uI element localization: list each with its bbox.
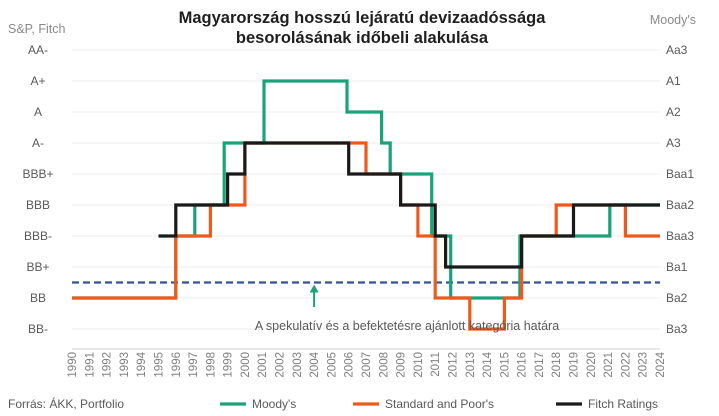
x-tick: 2011	[430, 352, 442, 377]
x-tick: 1999	[223, 352, 235, 378]
series-line	[158, 141, 660, 269]
x-tick: 1998	[205, 352, 217, 378]
x-tick: 2000	[240, 352, 252, 378]
x-tick: 2010	[413, 352, 425, 378]
chart-title-line2: besorolásának időbeli alakulása	[236, 29, 489, 47]
x-tick: 2004	[309, 351, 321, 377]
source-note: Forrás: ÁKK, Portfolio	[8, 396, 124, 411]
y-tick-left: BB+	[26, 260, 49, 274]
x-axis: 1990 1991 1992 1993 1994 1995 1996 1997 1998 1999…	[67, 348, 667, 378]
x-tick: 2021	[603, 352, 615, 378]
y-tick-right: Baa1	[666, 167, 694, 181]
x-tick: 2013	[465, 352, 477, 378]
y-tick-right: Ba1	[666, 260, 688, 274]
series-lines	[72, 79, 660, 331]
x-tick: 2014	[482, 351, 494, 377]
threshold-annotation: A spekulatív és a befektetésre ajánlott …	[255, 319, 559, 333]
threshold-group	[72, 281, 660, 307]
x-tick: 1991	[84, 352, 96, 378]
y-tick-left: BBB+	[22, 167, 53, 181]
right-y-axis: Aa3 A1 A2 A3 Baa1 Baa2 Baa3 Ba1 Ba2 Ba3	[666, 43, 694, 336]
x-tick: 2001	[257, 352, 269, 378]
x-tick: 2023	[638, 352, 650, 378]
y-tick-right: Ba2	[666, 291, 688, 305]
legend-label: Moody's	[252, 397, 296, 411]
x-tick: 1990	[67, 352, 79, 378]
legend-label: Fitch Ratings	[588, 397, 658, 411]
x-tick: 2008	[378, 352, 390, 378]
y-tick-left: A	[34, 105, 42, 119]
x-tick: 2006	[344, 352, 356, 378]
y-tick-left: AA-	[28, 43, 48, 57]
x-tick: 2020	[586, 352, 598, 378]
x-tick: 2003	[292, 352, 304, 378]
x-tick: 2018	[551, 352, 563, 378]
x-tick: 2019	[569, 352, 581, 378]
right-axis-caption: Moody's	[650, 13, 696, 27]
x-tick: 2007	[361, 352, 373, 378]
x-tick: 2024	[655, 351, 667, 377]
left-axis-caption: S&P, Fitch	[8, 22, 65, 36]
x-tick: 2022	[620, 352, 632, 378]
x-tick: 1995	[154, 352, 166, 378]
x-tick: 2016	[517, 352, 529, 378]
y-tick-right: A1	[666, 74, 681, 88]
x-tick: 2012	[448, 352, 460, 378]
y-tick-right: A2	[666, 105, 681, 119]
y-tick-right: Ba3	[666, 322, 688, 336]
x-tick: 1997	[188, 352, 200, 378]
y-tick-left: A+	[30, 74, 45, 88]
x-tick: 2009	[396, 352, 408, 378]
chart-title-line1: Magyarország hosszú lejáratú devizaadóss…	[179, 9, 547, 27]
legend-label: Standard and Poor's	[385, 397, 494, 411]
y-tick-left: A-	[32, 136, 44, 150]
legend: Moody's Standard and Poor's Fitch Ratings	[220, 397, 658, 411]
x-tick: 2005	[326, 352, 338, 378]
y-tick-right: Aa3	[666, 43, 688, 57]
y-tick-right: Baa2	[666, 198, 694, 212]
y-tick-left: BB	[30, 291, 46, 305]
x-tick: 2017	[534, 352, 546, 378]
gridlines	[72, 49, 660, 330]
y-tick-left: BBB-	[24, 229, 52, 243]
series-line	[72, 79, 660, 300]
x-tick: 1993	[119, 352, 131, 378]
y-tick-right: Baa3	[666, 229, 694, 243]
x-tick: 1994	[136, 351, 148, 377]
annotation-arrowhead	[309, 284, 319, 293]
y-tick-left: BB-	[28, 322, 48, 336]
x-tick: 1996	[171, 352, 183, 378]
x-tick: 1992	[102, 352, 114, 378]
y-tick-left: BBB	[26, 198, 50, 212]
x-tick: 2002	[275, 352, 287, 378]
y-tick-right: A3	[666, 136, 681, 150]
x-tick: 2015	[499, 352, 511, 378]
